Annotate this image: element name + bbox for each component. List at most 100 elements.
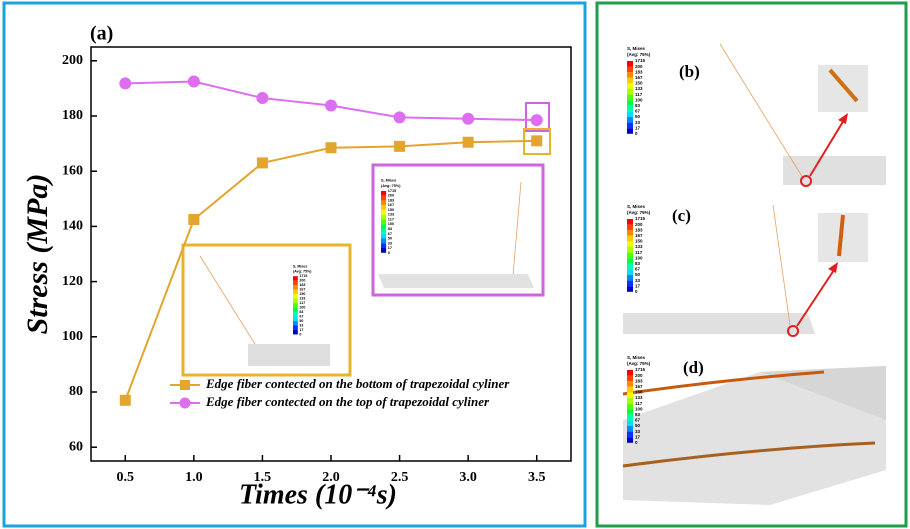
- contour-title: S, Mises: [627, 355, 646, 360]
- panel-label: (d): [683, 358, 704, 377]
- y-tick-label: 60: [69, 439, 83, 454]
- contour-label: 1715: [388, 189, 397, 193]
- contour-band: [381, 200, 386, 205]
- contour-band: [293, 299, 298, 303]
- x-tick-label: 2.5: [391, 470, 409, 485]
- contour-band: [627, 123, 633, 129]
- contour-label: 50: [635, 114, 641, 119]
- y-tick-label: 160: [62, 163, 83, 178]
- contour-title: S, Mises: [381, 179, 396, 183]
- x-tick-label: 2.0: [322, 470, 340, 485]
- contour-label: 0: [635, 289, 638, 294]
- y-tick-label: 80: [69, 384, 83, 399]
- contour-band: [627, 269, 633, 275]
- contour-label: 33: [635, 278, 641, 283]
- contour-band: [381, 248, 386, 253]
- contour-band: [627, 387, 633, 393]
- contour-band: [627, 241, 633, 247]
- contour-label: 17: [388, 246, 392, 250]
- contour-label: 200: [299, 279, 305, 283]
- contour-label: 17: [635, 125, 641, 130]
- contour-label: 50: [635, 423, 641, 428]
- contour-label: 133: [388, 213, 394, 217]
- contour-label: 1715: [635, 216, 646, 221]
- contour-subtitle: (Avg: 75%): [293, 269, 312, 273]
- figure: (a) Stress (MPa) Times (10⁻⁴s) S, Mises(…: [0, 0, 910, 529]
- contour-label: 100: [388, 222, 394, 226]
- contour-band: [293, 317, 298, 321]
- contour-band: [627, 376, 633, 382]
- simulation-b: [720, 44, 886, 186]
- y-tick-label: 200: [62, 53, 83, 68]
- contour-band: [627, 78, 633, 84]
- contour-label: 83: [388, 227, 392, 231]
- contour-band: [293, 308, 298, 312]
- y-tick-label: 140: [62, 219, 83, 234]
- contour-band: [627, 432, 633, 438]
- y-tick-label: 120: [62, 274, 83, 289]
- contour-band: [627, 219, 633, 225]
- contour-subtitle: (Avg: 75%): [381, 184, 401, 188]
- simulation-c: [623, 205, 868, 336]
- panel-label: (b): [679, 62, 700, 81]
- contour-label: 100: [635, 255, 643, 260]
- legend-marker: [180, 380, 190, 390]
- marker: [463, 137, 474, 148]
- x-tick-label: 1.0: [185, 470, 203, 485]
- contour-label: 67: [299, 314, 303, 318]
- contour-label: 117: [635, 92, 643, 97]
- contour-band: [381, 243, 386, 248]
- contour-band: [627, 420, 633, 426]
- contour-band: [293, 276, 298, 280]
- contour-band: [293, 325, 298, 329]
- contour-label: 1715: [635, 58, 646, 63]
- contour-label: 117: [635, 250, 643, 255]
- marker: [188, 76, 200, 88]
- contour-title: S, Mises: [293, 265, 307, 269]
- contour-band: [627, 415, 633, 421]
- contour-label: 67: [635, 418, 641, 423]
- contour-band: [627, 72, 633, 78]
- contour-label: 67: [635, 109, 641, 114]
- contour-label: 50: [635, 272, 641, 277]
- contour-band: [627, 370, 633, 376]
- contour-label: 117: [388, 217, 394, 221]
- contour-label: 33: [635, 120, 641, 125]
- contour-band: [627, 61, 633, 67]
- marker: [120, 395, 131, 406]
- contour-band: [627, 67, 633, 73]
- simulation-d: [623, 366, 886, 505]
- contour-label: 200: [635, 373, 643, 378]
- contour-band: [381, 229, 386, 234]
- marker: [394, 141, 405, 152]
- contour-label: 33: [635, 429, 641, 434]
- contour-label: 183: [635, 378, 643, 383]
- contour-band: [627, 83, 633, 89]
- contour-band: [627, 111, 633, 117]
- contour-band: [627, 230, 633, 236]
- contour-band: [381, 196, 386, 201]
- contour-band: [627, 381, 633, 387]
- marker: [394, 111, 406, 123]
- contour-label: 133: [299, 297, 305, 301]
- contour-band: [381, 215, 386, 220]
- legend-marker: [180, 398, 191, 409]
- legend-label: Edge fiber contected on the bottom of tr…: [205, 376, 510, 391]
- contour-label: 83: [635, 412, 641, 417]
- contour-band: [627, 409, 633, 415]
- contour-label: 183: [299, 283, 305, 287]
- contour-label: 167: [299, 288, 305, 292]
- marker: [325, 100, 337, 112]
- contour-label: 50: [299, 319, 303, 323]
- contour-title: S, Mises: [627, 204, 646, 209]
- contour-band: [627, 253, 633, 259]
- contour-band: [381, 191, 386, 196]
- contour-band: [293, 285, 298, 289]
- contour-subtitle: (Avg: 75%): [627, 52, 651, 57]
- contour-label: 83: [635, 103, 641, 108]
- contour-band: [627, 100, 633, 106]
- contour-label: 150: [299, 292, 305, 296]
- y-tick-label: 180: [62, 108, 83, 123]
- contour-band: [627, 236, 633, 242]
- x-tick-label: 1.5: [254, 470, 272, 485]
